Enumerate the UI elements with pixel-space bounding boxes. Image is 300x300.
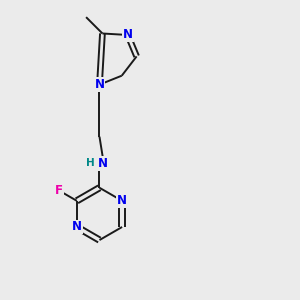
- Text: F: F: [55, 184, 63, 197]
- Text: N: N: [123, 28, 133, 41]
- Text: H: H: [86, 158, 95, 168]
- Text: N: N: [117, 194, 127, 207]
- Text: N: N: [98, 157, 108, 170]
- Text: N: N: [94, 78, 104, 91]
- Text: N: N: [72, 220, 82, 233]
